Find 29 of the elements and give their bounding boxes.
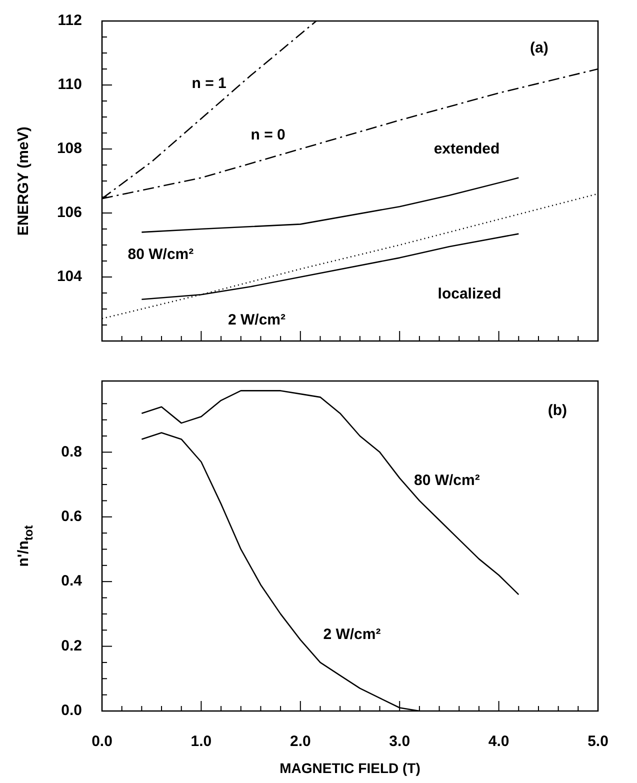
annotation: n = 1 bbox=[192, 74, 226, 92]
y-tick-label: 0.6 bbox=[61, 508, 82, 526]
y-tick-label: 110 bbox=[58, 76, 82, 94]
x-tick-label: 1.0 bbox=[190, 733, 212, 750]
x-tick-label: 4.0 bbox=[488, 733, 510, 750]
y-tick-label: 0.0 bbox=[61, 702, 82, 720]
y-tick-label: 0.2 bbox=[61, 637, 82, 654]
annotation: n = 0 bbox=[250, 126, 286, 144]
annotation: 2 W/cm² bbox=[228, 312, 286, 329]
y-tick-label: 0.8 bbox=[61, 443, 82, 460]
y-tick-label: 108 bbox=[56, 140, 82, 158]
x-tick-label: 5.0 bbox=[588, 733, 608, 750]
annotation: 80 W/cm² bbox=[414, 472, 480, 489]
annotation: extended bbox=[434, 140, 500, 158]
annotation: (a) bbox=[530, 39, 548, 56]
y-axis-title: ENERGY (meV) bbox=[15, 126, 32, 236]
y-tick-label: 0.4 bbox=[61, 572, 83, 590]
y-axis-title: n'/ntot bbox=[15, 525, 36, 567]
x-axis-title: MAGNETIC FIELD (T) bbox=[280, 760, 420, 776]
annotation: localized bbox=[438, 285, 502, 302]
annotation: 2 W/cm² bbox=[323, 626, 381, 643]
y-tick-label: 104 bbox=[56, 268, 83, 286]
annotation: 80 W/cm² bbox=[128, 246, 194, 264]
x-tick-label: 3.0 bbox=[389, 733, 410, 750]
x-tick-label: 0.0 bbox=[92, 733, 112, 750]
y-tick-label: 112 bbox=[58, 12, 82, 30]
x-tick-label: 2.0 bbox=[290, 733, 311, 750]
y-tick-label: 106 bbox=[56, 204, 82, 222]
annotation: (b) bbox=[548, 402, 568, 420]
